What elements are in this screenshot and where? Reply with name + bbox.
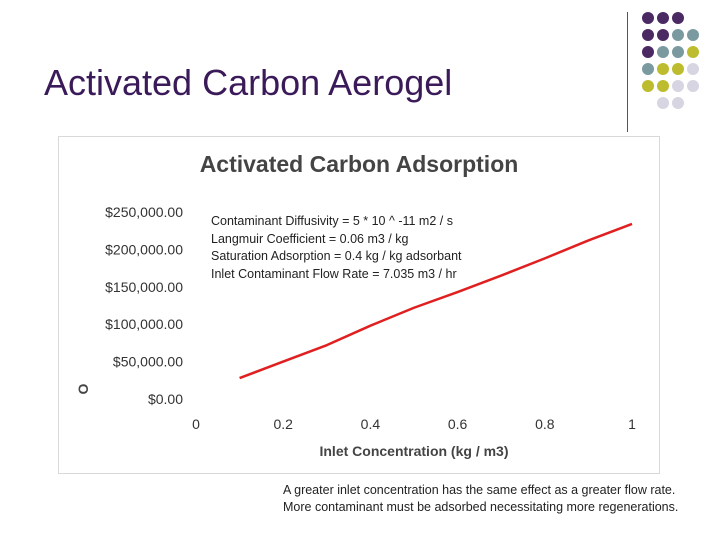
slide-caption: A greater inlet concentration has the sa… — [283, 483, 679, 514]
x-tick-label: 1 — [628, 416, 636, 432]
y-tick-label: $200,000.00 — [105, 241, 183, 257]
decorative-dot — [672, 46, 684, 58]
decorative-dot — [657, 63, 669, 75]
x-axis-label: Inlet Concentration (kg / m3) — [319, 443, 508, 459]
y-axis-label: O — [75, 383, 91, 394]
y-tick-label: $50,000.00 — [113, 354, 183, 370]
decorative-dot — [687, 46, 699, 58]
y-tick-label: $100,000.00 — [105, 316, 183, 332]
parameter-line: Inlet Contaminant Flow Rate = 7.035 m3 /… — [211, 266, 457, 281]
decorative-dot — [672, 63, 684, 75]
y-tick-label: $250,000.00 — [105, 204, 183, 220]
chart-title: Activated Carbon Adsorption — [199, 151, 519, 177]
decorative-dot — [672, 12, 684, 24]
decorative-dot — [657, 29, 669, 41]
title-divider — [627, 12, 628, 132]
decorative-dot — [687, 80, 699, 92]
decorative-dot — [672, 80, 684, 92]
x-tick-label: 0.2 — [273, 416, 293, 432]
decorative-dot — [687, 63, 699, 75]
y-tick-label: $0.00 — [148, 391, 183, 407]
decorative-dot — [657, 46, 669, 58]
decorative-dot — [657, 97, 669, 109]
decorative-dot — [642, 46, 654, 58]
parameter-line: Saturation Adsorption = 0.4 kg / kg adso… — [211, 249, 462, 263]
y-tick-label: $150,000.00 — [105, 279, 183, 295]
x-tick-label: 0.8 — [535, 416, 555, 432]
decorative-dot — [657, 80, 669, 92]
decorative-dot — [642, 29, 654, 41]
decorative-dot — [642, 63, 654, 75]
decorative-dot-grid — [642, 12, 699, 109]
slide-title: Activated Carbon Aerogel — [44, 62, 453, 103]
x-tick-label: 0.6 — [448, 416, 468, 432]
parameter-box: Contaminant Diffusivity = 5 * 10 ^ -11 m… — [211, 213, 462, 283]
chart-frame: Activated Carbon Adsorption Contaminant … — [58, 136, 660, 474]
decorative-dot — [642, 80, 654, 92]
parameter-line: Langmuir Coefficient = 0.06 m3 / kg — [211, 231, 409, 246]
decorative-dot — [672, 97, 684, 109]
decorative-dot — [687, 29, 699, 41]
series-line — [239, 222, 633, 380]
x-tick-label: 0 — [192, 416, 200, 432]
x-tick-label: 0.4 — [361, 416, 381, 432]
chart-plot: $0.00 $50,000.00 $100,000.00 $150,000.00 $20… — [75, 204, 636, 459]
decorative-dot — [642, 12, 654, 24]
parameter-line: Contaminant Diffusivity = 5 * 10 ^ -11 m… — [211, 214, 453, 228]
decorative-dot — [657, 12, 669, 24]
decorative-dot — [672, 29, 684, 41]
